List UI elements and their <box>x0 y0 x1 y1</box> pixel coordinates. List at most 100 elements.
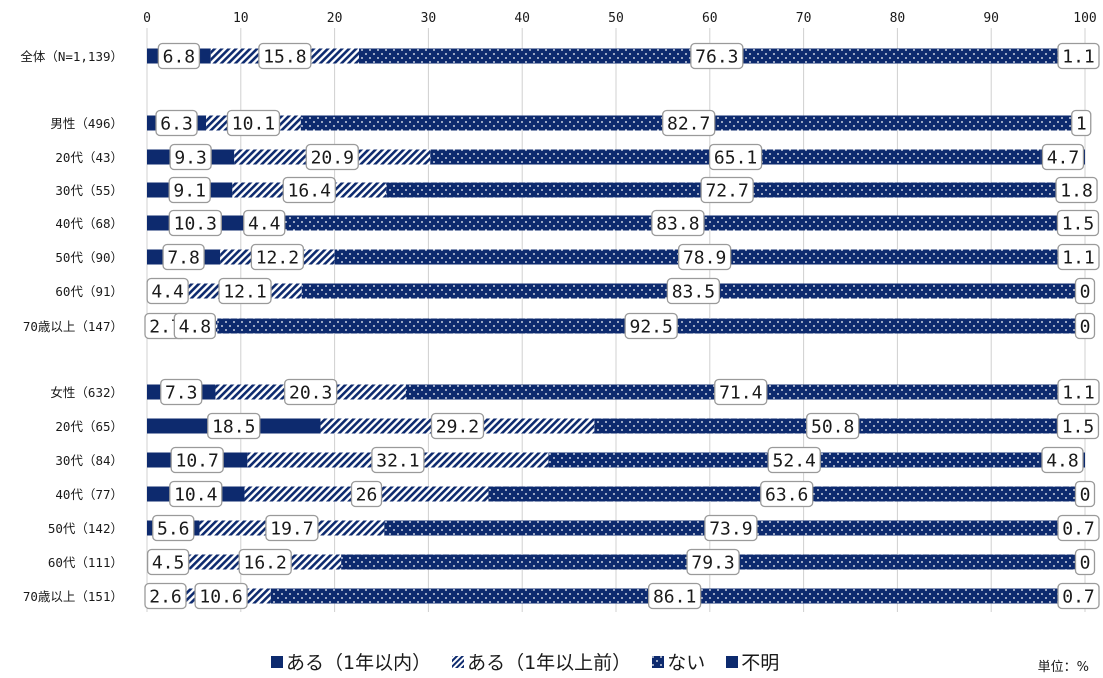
data-label: 2.6 <box>149 587 182 608</box>
data-label-box <box>1055 176 1098 204</box>
data-label: 82.7 <box>667 114 710 135</box>
data-label-box <box>305 143 359 171</box>
data-label-box <box>1056 209 1100 237</box>
category-label: 男性（496） <box>50 116 123 131</box>
data-label-box <box>760 480 814 508</box>
category-label: 全体（N=1,139） <box>20 49 123 64</box>
data-label: 19.7 <box>270 519 313 540</box>
data-label: 20.9 <box>311 148 354 169</box>
data-label-box <box>1074 277 1096 305</box>
data-label: 7.8 <box>167 248 200 269</box>
x-tick-label: 90 <box>983 11 999 26</box>
data-label: 63.6 <box>765 485 808 506</box>
data-label-box <box>162 243 205 271</box>
category-label: 50代（90） <box>55 250 123 265</box>
data-label-box <box>1074 312 1096 340</box>
x-tick-label: 0 <box>143 11 151 26</box>
data-label-box <box>169 143 212 171</box>
data-labels: 6.8 15.8 76.3 1.1 6.3 10.1 82.7 1 9.3 20.9 65.1 4.7… <box>144 42 1100 610</box>
data-label-box <box>430 412 485 440</box>
x-tick-label: 100 <box>1073 11 1096 26</box>
legend-label: ある（1年以内） <box>286 652 432 674</box>
data-label-box <box>1041 143 1085 171</box>
data-label: 10.4 <box>174 485 217 506</box>
category-label: 30代（55） <box>55 183 123 198</box>
data-label: 1.8 <box>1060 181 1093 202</box>
legend-swatch <box>271 655 283 668</box>
legend-swatch <box>726 655 739 668</box>
data-label: 20.3 <box>289 383 332 404</box>
category-label: 30代（84） <box>55 453 123 468</box>
category-label: 20代（43） <box>55 150 123 165</box>
x-tick-label: 10 <box>233 11 249 26</box>
data-label: 4.7 <box>1047 148 1080 169</box>
data-label-box <box>265 514 319 542</box>
data-label: 10.7 <box>176 451 219 472</box>
data-label: 0 <box>1080 485 1091 506</box>
data-label-box <box>146 548 190 576</box>
data-label-box <box>157 42 201 70</box>
data-label-box <box>282 176 336 204</box>
data-label-box <box>704 514 758 542</box>
data-label: 1.1 <box>1062 383 1095 404</box>
data-label-box <box>152 514 195 542</box>
legend-item: ある（1年以内） <box>270 648 431 675</box>
data-label: 16.4 <box>288 181 331 202</box>
data-label-box <box>651 209 705 237</box>
data-label: 12.2 <box>256 248 299 269</box>
x-tick-label: 80 <box>890 11 906 26</box>
data-label: 4.4 <box>248 214 281 235</box>
data-label-box <box>677 243 732 271</box>
data-label: 4.4 <box>151 282 184 303</box>
category-label: 50代（142） <box>48 521 123 536</box>
data-label: 29.2 <box>436 417 479 438</box>
data-label-box <box>1056 412 1100 440</box>
x-tick-label: 40 <box>514 11 530 26</box>
legend-item: 不明 <box>725 648 779 675</box>
data-label: 0 <box>1080 317 1091 338</box>
data-label: 26 <box>356 485 378 506</box>
data-label-box <box>686 548 740 576</box>
data-label: 78.9 <box>683 248 726 269</box>
data-label-box <box>168 209 222 237</box>
data-label: 86.1 <box>653 587 696 608</box>
data-label-box <box>155 109 198 137</box>
data-label: 0.7 <box>1062 587 1095 608</box>
data-label: 32.1 <box>376 451 419 472</box>
category-label: 40代（77） <box>55 487 123 502</box>
data-label-box <box>1057 378 1100 406</box>
data-label: 6.8 <box>163 47 196 68</box>
data-label-box <box>1074 480 1096 508</box>
data-label: 9.3 <box>174 148 207 169</box>
data-label-box <box>238 548 292 576</box>
x-tick-label: 30 <box>421 11 437 26</box>
legend: ある（1年以内） ある（1年以上前） ない 不明 <box>0 648 1103 678</box>
data-label: 16.2 <box>244 553 287 574</box>
data-label: 0 <box>1080 282 1091 303</box>
legend-item: ない <box>651 648 705 675</box>
unit-note: 単位：% <box>1037 660 1089 675</box>
data-label: 76.3 <box>695 47 738 68</box>
x-tick-label: 20 <box>327 11 343 26</box>
category-label: 40代（68） <box>55 216 123 231</box>
data-label-box <box>1057 514 1100 542</box>
data-label: 2.7 <box>149 317 182 338</box>
data-label-box <box>1057 582 1100 610</box>
x-tick-label: 60 <box>702 11 718 26</box>
data-label: 72.7 <box>705 181 748 202</box>
data-label: 12.1 <box>223 282 266 303</box>
data-label: 65.1 <box>714 148 757 169</box>
data-label-box <box>170 446 224 474</box>
data-label-box <box>647 582 702 610</box>
data-label-box <box>169 480 223 508</box>
data-label: 10.1 <box>232 114 275 135</box>
data-label-box <box>662 109 716 137</box>
data-label-box <box>1041 446 1084 474</box>
data-label-box <box>173 312 216 340</box>
legend-item: ある（1年以上前） <box>451 648 631 675</box>
data-label: 10.6 <box>199 587 242 608</box>
data-label: 1.1 <box>1062 248 1095 269</box>
data-label-box <box>243 209 286 237</box>
data-label: 10.3 <box>174 214 217 235</box>
